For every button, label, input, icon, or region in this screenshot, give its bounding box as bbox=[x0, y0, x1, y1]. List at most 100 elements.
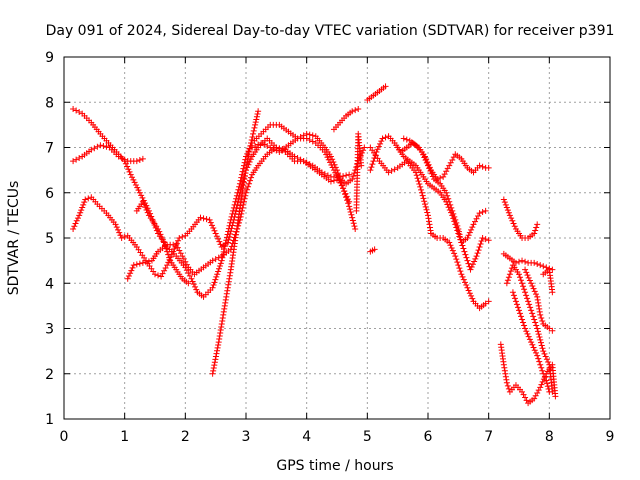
data-point bbox=[528, 280, 535, 287]
data-point bbox=[138, 192, 145, 199]
data-point bbox=[210, 364, 217, 371]
x-tick-label: 1 bbox=[120, 429, 129, 445]
data-point bbox=[220, 311, 227, 318]
data-point bbox=[209, 284, 216, 291]
data-point bbox=[530, 285, 537, 292]
data-point bbox=[245, 152, 252, 159]
data-point bbox=[79, 204, 86, 211]
data-point bbox=[382, 134, 389, 141]
data-point bbox=[473, 215, 480, 222]
data-point bbox=[426, 221, 433, 228]
data-point bbox=[329, 156, 336, 163]
data-point bbox=[469, 295, 476, 302]
data-point bbox=[327, 178, 334, 185]
data-point bbox=[156, 228, 163, 235]
data-point bbox=[246, 149, 253, 156]
data-point bbox=[455, 225, 462, 232]
data-point bbox=[223, 293, 230, 300]
data-point bbox=[478, 238, 485, 245]
data-point bbox=[225, 236, 232, 243]
data-point bbox=[176, 235, 183, 241]
data-point bbox=[534, 261, 541, 268]
data-point bbox=[415, 178, 422, 185]
data-point bbox=[510, 292, 517, 299]
data-point bbox=[113, 224, 120, 231]
data-point bbox=[534, 221, 541, 228]
data-point bbox=[303, 130, 310, 137]
data-point bbox=[449, 156, 456, 163]
data-point bbox=[213, 233, 220, 240]
data-point bbox=[129, 174, 136, 181]
data-point bbox=[103, 143, 110, 150]
data-point bbox=[457, 268, 464, 275]
data-point bbox=[462, 251, 469, 258]
x-tick-label: 0 bbox=[60, 429, 69, 445]
data-point bbox=[352, 107, 359, 114]
data-point bbox=[518, 313, 525, 320]
data-point bbox=[306, 131, 313, 138]
data-point bbox=[80, 201, 87, 208]
data-point bbox=[212, 356, 219, 363]
data-point bbox=[502, 201, 509, 208]
data-point bbox=[232, 207, 239, 214]
series-track-c bbox=[70, 135, 353, 280]
data-point bbox=[245, 183, 252, 190]
data-point bbox=[516, 271, 522, 278]
data-point bbox=[73, 156, 80, 163]
data-point bbox=[161, 267, 168, 274]
data-point bbox=[136, 189, 143, 196]
data-point bbox=[503, 280, 510, 287]
data-point bbox=[446, 198, 453, 205]
data-point bbox=[347, 208, 354, 215]
data-point bbox=[213, 350, 220, 357]
data-point bbox=[212, 353, 219, 360]
data-point bbox=[133, 261, 140, 268]
data-point bbox=[511, 295, 518, 302]
series-track-o bbox=[500, 196, 541, 241]
data-point bbox=[459, 242, 466, 249]
data-point bbox=[552, 393, 559, 400]
data-point bbox=[346, 171, 353, 178]
data-point bbox=[243, 167, 249, 174]
data-point bbox=[170, 248, 177, 255]
data-point bbox=[270, 146, 277, 153]
data-point bbox=[509, 289, 516, 296]
y-tick-label: 1 bbox=[45, 412, 54, 428]
data-point bbox=[224, 239, 231, 246]
data-point bbox=[245, 155, 252, 162]
data-point bbox=[423, 206, 430, 213]
data-point bbox=[161, 239, 168, 246]
x-tick-label: 5 bbox=[363, 429, 372, 445]
data-point bbox=[332, 164, 339, 171]
data-point bbox=[420, 195, 427, 202]
data-point bbox=[254, 111, 261, 118]
data-point bbox=[212, 230, 219, 237]
data-point bbox=[165, 251, 172, 258]
data-point bbox=[214, 344, 221, 351]
data-point bbox=[449, 247, 456, 254]
data-point bbox=[464, 284, 471, 291]
data-point bbox=[503, 376, 510, 383]
data-point bbox=[70, 225, 77, 232]
data-point bbox=[374, 146, 381, 153]
data-point bbox=[248, 139, 255, 146]
data-point bbox=[501, 367, 508, 374]
data-point bbox=[544, 383, 551, 390]
data-point bbox=[250, 130, 257, 137]
data-point bbox=[540, 263, 547, 270]
data-point bbox=[400, 135, 407, 142]
data-point bbox=[535, 355, 542, 362]
x-tick-label: 9 bbox=[606, 429, 615, 445]
data-point bbox=[127, 171, 134, 178]
data-point bbox=[514, 304, 521, 311]
data-point bbox=[525, 333, 532, 340]
data-point bbox=[176, 247, 183, 254]
data-point bbox=[78, 207, 85, 214]
data-point bbox=[529, 341, 536, 348]
data-point bbox=[538, 364, 545, 371]
data-point bbox=[525, 298, 532, 305]
data-point bbox=[175, 237, 182, 244]
data-point bbox=[465, 232, 472, 239]
data-point bbox=[427, 224, 434, 231]
data-point bbox=[476, 244, 483, 251]
